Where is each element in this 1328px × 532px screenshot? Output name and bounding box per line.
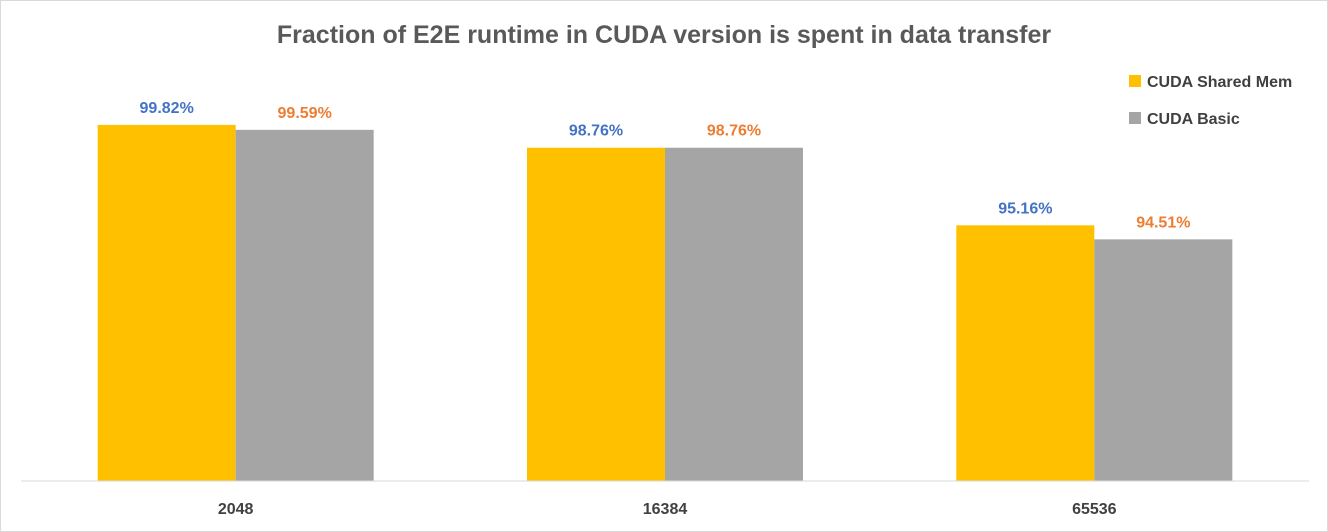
bar-cuda-basic-2048 — [235, 129, 374, 481]
bar-cuda-shared-mem-16384 — [527, 147, 665, 482]
data-label-cuda-basic-2048: 99.59% — [278, 105, 332, 122]
data-label-cuda-shared-mem-65536: 95.16% — [998, 200, 1052, 217]
x-tick-label-65536: 65536 — [1072, 501, 1117, 518]
data-label-cuda-basic-65536: 94.51% — [1136, 214, 1190, 231]
bar-cuda-basic-16384 — [665, 147, 803, 482]
data-label-cuda-basic-16384: 98.76% — [707, 123, 761, 140]
data-labels-layer: 99.82% 99.59% 98.76% 98.76% 95.16% 94.51% — [140, 100, 1191, 231]
data-label-cuda-shared-mem-16384: 98.76% — [569, 123, 623, 140]
legend: CUDA Shared Mem CUDA Basic — [1129, 74, 1292, 128]
bar-cuda-basic-65536 — [1094, 239, 1233, 481]
bar-cuda-shared-mem-2048 — [97, 124, 236, 481]
data-label-cuda-shared-mem-2048: 99.82% — [140, 100, 194, 117]
legend-swatch-cuda-shared-mem — [1129, 75, 1141, 87]
x-tick-label-16384: 16384 — [643, 501, 688, 518]
chart-title: Fraction of E2E runtime in CUDA version … — [277, 21, 1051, 49]
x-tick-label-2048: 2048 — [218, 501, 254, 518]
x-axis-ticks: 2048 16384 65536 — [218, 501, 1117, 518]
bar-cuda-shared-mem-65536 — [956, 225, 1095, 481]
legend-label-cuda-shared-mem: CUDA Shared Mem — [1147, 74, 1292, 91]
legend-label-cuda-basic: CUDA Basic — [1147, 111, 1240, 128]
legend-swatch-cuda-basic — [1129, 112, 1141, 124]
bars-layer — [97, 124, 1233, 482]
